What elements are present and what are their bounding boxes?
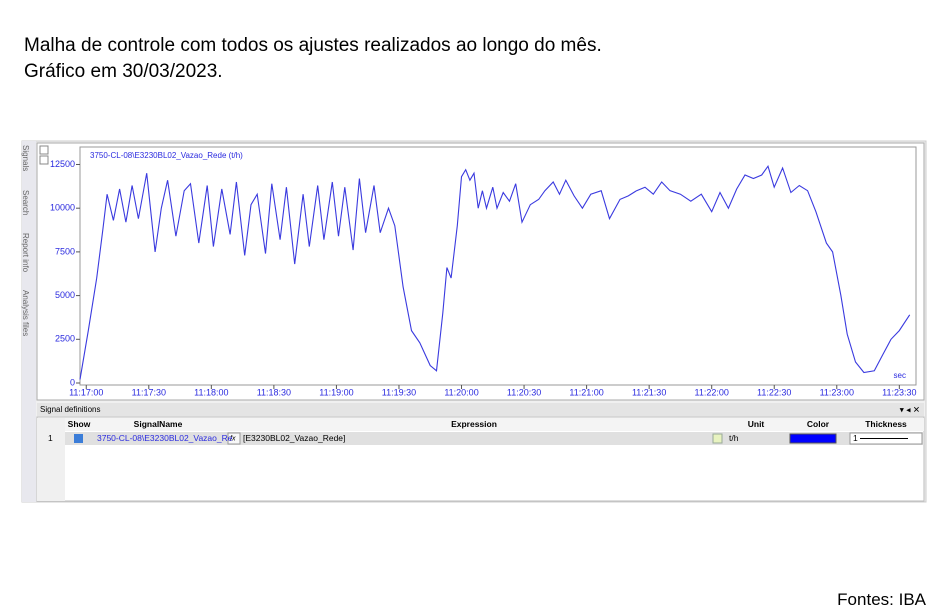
x-tick-label: 11:21:30 — [632, 387, 666, 397]
sidebar-tab[interactable]: Analysis files — [21, 290, 30, 336]
sidebar-tab[interactable]: Report info — [21, 233, 30, 273]
x-tick-label: 11:18:30 — [257, 387, 291, 397]
sidebar-tab[interactable]: Search — [21, 190, 30, 215]
row-header-column — [37, 418, 65, 501]
x-tick-label: 11:19:30 — [382, 387, 416, 397]
y-tick-label: 5000 — [55, 290, 75, 300]
x-tick-label: 11:23:30 — [882, 387, 916, 397]
expression: [E3230BL02_Vazao_Rede] — [243, 433, 345, 443]
table-header — [37, 418, 924, 431]
show-checkbox[interactable] — [74, 434, 83, 443]
column-header: Expression — [451, 419, 497, 429]
x-tick-label: 11:20:00 — [444, 387, 478, 397]
x-tick-label: 11:21:00 — [569, 387, 603, 397]
x-tick-label: 11:22:00 — [695, 387, 729, 397]
y-tick-label: 12500 — [50, 159, 75, 169]
x-tick-label: 11:20:30 — [507, 387, 541, 397]
table-title: Signal definitions — [40, 405, 100, 414]
table-controls[interactable]: ▾ ◂ ✕ — [900, 404, 920, 414]
source: Fontes: IBA — [837, 590, 926, 609]
table-titlebar — [37, 403, 924, 416]
x-tick-label: 11:18:00 — [194, 387, 228, 397]
expand-button[interactable] — [39, 155, 49, 165]
column-header: Unit — [748, 419, 765, 429]
column-header: Show — [68, 419, 91, 429]
expression-button[interactable] — [227, 432, 241, 445]
sidebar — [22, 141, 36, 502]
table-row — [65, 432, 924, 445]
fx-icon: fx — [230, 435, 236, 442]
column-header: SignalName — [134, 419, 183, 429]
series-line — [79, 164, 911, 380]
x-tick-label: 11:22:30 — [757, 387, 791, 397]
x-tick-label: 11:17:30 — [132, 387, 166, 397]
x-tick-label: 11:19:00 — [319, 387, 353, 397]
x-tick-label: 11:17:00 — [69, 387, 103, 397]
signal-name: 3750-CL-08\E3230BL02_Vazao_Re — [97, 433, 233, 443]
x-unit: sec — [894, 371, 906, 380]
column-header: Thickness — [865, 419, 907, 429]
y-tick-label: 10000 — [50, 203, 75, 213]
plot-area — [79, 146, 917, 386]
y-tick-label: 0 — [70, 377, 75, 387]
close-button[interactable] — [39, 145, 49, 155]
unit: t/h — [729, 433, 739, 443]
color-swatch — [789, 433, 837, 444]
x-tick-label: 11:23:00 — [820, 387, 854, 397]
expression-edit[interactable] — [712, 433, 723, 444]
thickness: 1 — [853, 433, 858, 443]
caption-line: Gráfico em 30/03/2023. — [24, 61, 223, 82]
caption-line: Malha de controle com todos os ajustes r… — [24, 35, 602, 56]
row-index: 1 — [48, 433, 53, 443]
sidebar-tab[interactable]: Signals — [21, 145, 30, 171]
column-header: Color — [807, 419, 830, 429]
y-tick-label: 2500 — [55, 334, 75, 344]
legend-entry: 3750-CL-08\E3230BL02_Vazao_Rede (t/h) — [90, 151, 243, 160]
y-tick-label: 7500 — [55, 246, 75, 256]
